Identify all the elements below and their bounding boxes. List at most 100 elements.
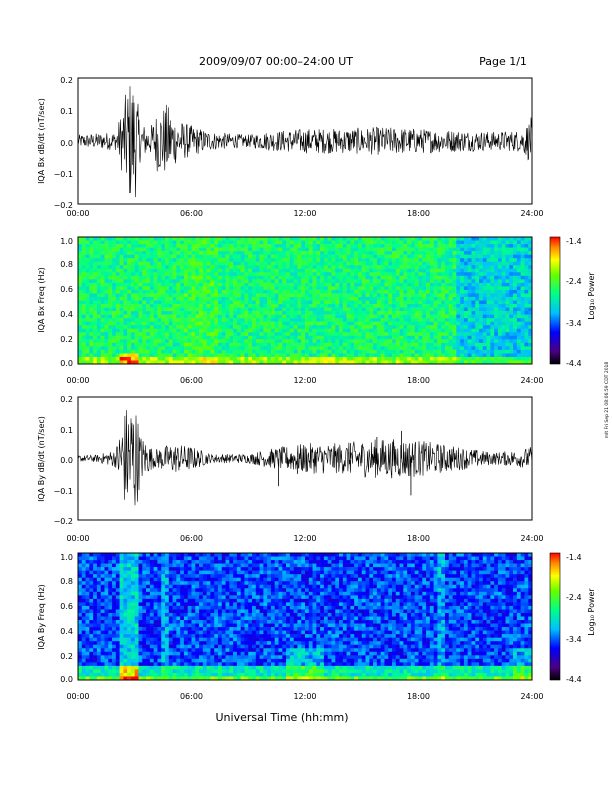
spectrogram-cell bbox=[316, 332, 321, 337]
spectrogram-cell bbox=[501, 289, 506, 294]
spectrogram-cell bbox=[335, 339, 340, 344]
spectrogram-cell bbox=[520, 353, 525, 358]
spectrogram-cell bbox=[376, 275, 381, 280]
spectrogram-cell bbox=[460, 342, 465, 347]
spectrogram-cell bbox=[444, 275, 450, 280]
spectrogram-cell bbox=[195, 247, 200, 252]
spectrogram-cell bbox=[134, 325, 139, 330]
spectrogram-cell bbox=[467, 304, 472, 308]
spectrogram-cell bbox=[161, 349, 166, 354]
spectrogram-cell bbox=[108, 634, 113, 638]
spectrogram-cell bbox=[248, 296, 253, 301]
spectrogram-cell bbox=[153, 342, 158, 347]
spectrogram-cell bbox=[403, 307, 408, 312]
spectrogram-cell bbox=[78, 630, 83, 635]
spectrogram-cell bbox=[191, 356, 196, 361]
spectrogram-cell bbox=[365, 272, 370, 277]
spectrogram-cell bbox=[335, 240, 340, 245]
spectrogram-cell bbox=[407, 244, 412, 248]
spectrogram-cell bbox=[142, 356, 147, 361]
spectrogram-cell bbox=[323, 342, 328, 347]
spectrogram-cell bbox=[437, 272, 442, 277]
spectrogram-cell bbox=[127, 676, 132, 681]
spectrogram-cell bbox=[301, 237, 306, 241]
spectrogram-cell bbox=[225, 314, 230, 319]
spectrogram-cell bbox=[501, 279, 506, 284]
spectrogram-cell bbox=[127, 616, 132, 621]
spectrogram-cell bbox=[119, 304, 124, 308]
spectrogram-cell bbox=[78, 567, 83, 571]
spectrogram-cell bbox=[142, 353, 147, 358]
spectrogram-cell bbox=[528, 240, 533, 245]
spectrogram-cell bbox=[327, 258, 332, 262]
spectrogram-cell bbox=[414, 328, 419, 333]
spectrogram-cell bbox=[350, 258, 355, 262]
spectrogram-cell bbox=[308, 282, 313, 287]
spectrogram-cell bbox=[259, 296, 264, 301]
spectrogram-cell bbox=[93, 627, 98, 631]
spectrogram-cell bbox=[138, 346, 143, 351]
spectrogram-cell bbox=[422, 237, 427, 241]
spectrogram-cell bbox=[115, 616, 120, 621]
spectrogram-cell bbox=[516, 275, 521, 280]
spectrogram-cell bbox=[78, 648, 83, 653]
spectrogram-cell bbox=[444, 296, 450, 301]
spectrogram-cell bbox=[138, 268, 143, 273]
spectrogram-cell bbox=[278, 279, 283, 284]
spectrogram-cell bbox=[149, 339, 154, 344]
spectrogram-cell bbox=[112, 293, 117, 298]
spectrogram-cell bbox=[195, 307, 200, 312]
spectrogram-cell bbox=[520, 247, 525, 252]
spectrogram-cell bbox=[513, 251, 518, 255]
spectrogram-cell bbox=[165, 304, 170, 308]
spectrogram-cell bbox=[286, 353, 291, 358]
spectrogram-cell bbox=[437, 304, 442, 308]
spectrogram-cell bbox=[399, 272, 404, 277]
spectrogram-cell bbox=[403, 335, 408, 340]
spectrogram-cell bbox=[168, 332, 173, 337]
spectrogram-cell bbox=[104, 275, 109, 280]
spectrogram-cell bbox=[78, 300, 83, 305]
spectrogram-cell bbox=[365, 300, 370, 305]
spectrogram-cell bbox=[259, 254, 264, 259]
spectrogram-cell bbox=[286, 289, 291, 294]
spectrogram-cell bbox=[217, 265, 223, 270]
spectrogram-cell bbox=[123, 251, 128, 255]
spectrogram-cell bbox=[494, 304, 499, 308]
spectrogram-cell bbox=[172, 300, 177, 305]
spectrogram-cell bbox=[429, 339, 434, 344]
spectrogram-cell bbox=[89, 620, 94, 624]
spectrogram-cell bbox=[138, 609, 143, 614]
spectrogram-cell bbox=[323, 275, 328, 280]
spectrogram-cell bbox=[217, 251, 223, 255]
spectrogram-cell bbox=[509, 296, 514, 301]
spectrogram-cell bbox=[270, 237, 276, 241]
spectrogram-cell bbox=[505, 311, 510, 315]
spectrogram-cell bbox=[187, 244, 192, 248]
spectrogram-cell bbox=[183, 304, 189, 308]
spectrogram-cell bbox=[433, 328, 438, 333]
spectrogram-cell bbox=[221, 300, 226, 305]
spectrogram-cell bbox=[331, 318, 336, 322]
spectrogram-cell bbox=[176, 293, 181, 298]
spectrogram-cell bbox=[267, 275, 272, 280]
spectrogram-cell bbox=[410, 296, 416, 301]
spectrogram-cell bbox=[134, 574, 139, 578]
spectrogram-cell bbox=[78, 634, 83, 638]
spectrogram-cell bbox=[165, 311, 170, 315]
spectrogram-cell bbox=[100, 251, 105, 255]
spectrogram-cell bbox=[456, 296, 461, 301]
spectrogram-cell bbox=[100, 356, 105, 361]
spectrogram-cell bbox=[221, 311, 226, 315]
spectrogram-cell bbox=[89, 321, 94, 326]
spectrogram-cell bbox=[365, 279, 370, 284]
spectrogram-cell bbox=[138, 574, 143, 578]
spectrogram-cell bbox=[369, 293, 374, 298]
spectrogram-cell bbox=[437, 349, 442, 354]
spectrogram-cell bbox=[346, 296, 351, 301]
spectrogram-cell bbox=[369, 251, 374, 255]
spectrogram-cell bbox=[270, 311, 276, 315]
spectrogram-cell bbox=[229, 311, 234, 315]
spectrogram-cell bbox=[395, 289, 400, 294]
spectrogram-cell bbox=[467, 318, 472, 322]
